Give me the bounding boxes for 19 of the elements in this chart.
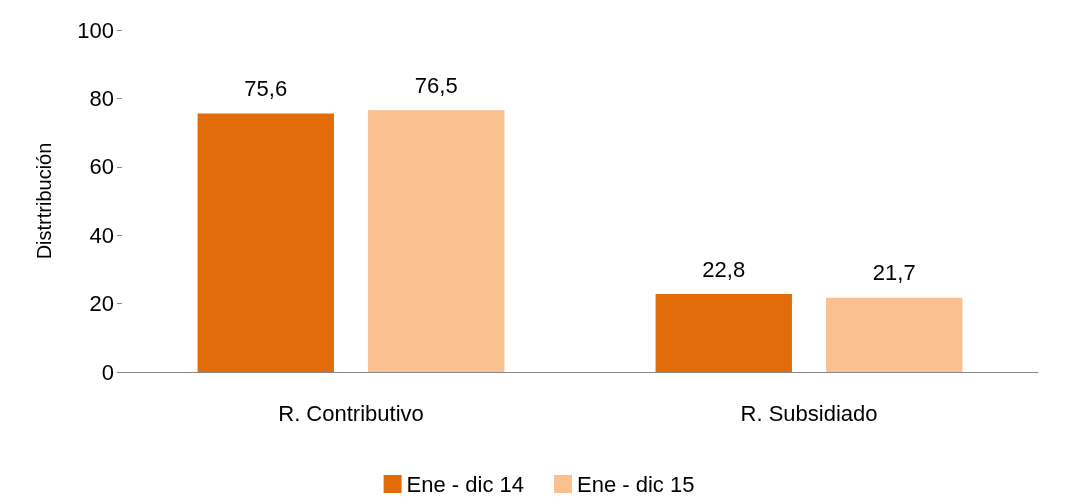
bar [655,294,792,372]
data-label: 21,7 [872,260,916,286]
y-axis-title: Distrtribución [33,142,55,260]
bar [826,297,963,372]
y-tick-label: 60 [89,154,114,180]
legend-label: Ene - dic 15 [577,471,695,497]
x-tick-label: R. Subsidiado [740,400,878,426]
data-label: 22,8 [702,256,746,282]
x-tick-label: R. Contributivo [278,400,424,426]
y-tick-label: 20 [89,291,114,317]
legend-label: Ene - dic 14 [406,471,524,497]
y-tick-label: 0 [101,359,114,385]
data-label: 75,6 [244,75,288,101]
data-label: 76,5 [414,72,458,98]
bar [368,110,505,372]
y-tick-label: 40 [89,222,114,248]
y-tick-label: 80 [89,85,114,111]
bar [197,113,334,372]
y-tick-label: 100 [77,17,114,43]
